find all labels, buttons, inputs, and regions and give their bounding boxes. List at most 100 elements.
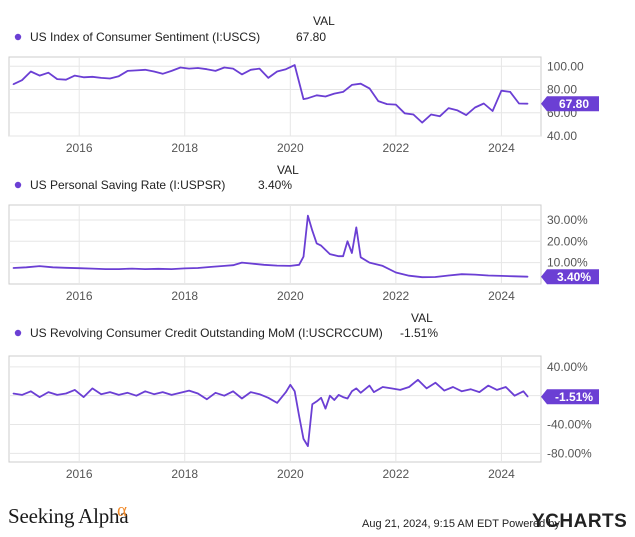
series-point xyxy=(250,262,252,265)
series-point xyxy=(197,67,199,69)
series-point xyxy=(206,68,208,70)
last-value-badge-label: 3.40% xyxy=(557,270,591,284)
series-point xyxy=(324,408,327,410)
series-point xyxy=(223,265,225,267)
series-point xyxy=(478,391,481,393)
series-point xyxy=(197,392,199,395)
series-point xyxy=(118,268,120,270)
footer-timestamp: Aug 21, 2024, 9:15 AM EDT Powered by xyxy=(362,518,560,530)
series-point xyxy=(82,76,85,78)
series-point xyxy=(500,275,503,277)
series-point xyxy=(514,395,516,397)
series-point xyxy=(267,77,269,79)
legend-series-name: US Revolving Consumer Credit Outstanding… xyxy=(30,326,383,340)
series-point xyxy=(302,438,305,440)
series-point xyxy=(12,267,14,269)
series-point xyxy=(496,389,498,391)
series-point xyxy=(373,391,375,393)
series-point xyxy=(56,78,58,80)
series-point xyxy=(448,274,450,277)
plot-area-frame xyxy=(8,355,542,463)
series-point xyxy=(47,391,50,393)
series-point xyxy=(65,392,67,395)
series-point xyxy=(223,66,225,69)
series-point xyxy=(179,66,181,69)
series-point xyxy=(395,104,397,106)
series-point xyxy=(135,69,137,71)
series-point xyxy=(109,77,111,80)
series-point xyxy=(456,109,459,112)
series-point xyxy=(131,268,133,270)
series-point xyxy=(250,391,252,393)
series-point xyxy=(302,256,305,258)
series-point xyxy=(91,268,93,270)
y-tick-label: -80.00% xyxy=(547,446,592,460)
series-point xyxy=(351,252,353,254)
series-point xyxy=(258,393,261,395)
series-point xyxy=(338,394,340,396)
series-point xyxy=(263,264,265,266)
series-point xyxy=(214,70,217,72)
series-point xyxy=(527,396,529,398)
x-tick-label: 2016 xyxy=(66,289,93,303)
series-point xyxy=(351,390,353,392)
series-point xyxy=(518,102,520,105)
series-point xyxy=(197,267,199,269)
series-point xyxy=(408,275,410,277)
y-tick-label: 20.00% xyxy=(547,234,588,248)
x-tick-label: 2022 xyxy=(383,467,410,481)
series-point xyxy=(474,274,476,276)
series-point xyxy=(258,68,261,70)
series-point xyxy=(368,262,371,264)
series-point xyxy=(316,400,318,403)
series-point xyxy=(421,276,423,278)
series-point xyxy=(91,387,93,390)
y-tick-label: 40.00% xyxy=(547,360,588,374)
x-tick-label: 2020 xyxy=(277,289,304,303)
val-column-header: VAL xyxy=(313,14,335,28)
series-point xyxy=(294,390,296,392)
series-point xyxy=(461,390,463,392)
plot-area-frame xyxy=(8,56,542,137)
series-point xyxy=(241,397,243,400)
series-point xyxy=(153,70,155,73)
series-point xyxy=(126,392,129,394)
series-point xyxy=(232,264,234,266)
last-value-badge xyxy=(541,269,599,285)
series-point xyxy=(56,394,58,396)
series-point xyxy=(311,403,313,405)
series-point xyxy=(522,390,525,392)
series-point xyxy=(100,77,102,79)
x-tick-label: 2016 xyxy=(66,467,93,481)
series-point xyxy=(298,415,300,417)
series-point xyxy=(333,92,335,95)
series-point xyxy=(461,273,463,275)
series-point xyxy=(342,91,344,93)
series-point xyxy=(360,256,362,258)
series-point xyxy=(307,97,309,99)
legend-current-value: 3.40% xyxy=(258,178,292,192)
series-point xyxy=(188,390,190,392)
series-point xyxy=(386,103,388,105)
series-point xyxy=(21,79,23,81)
alpha-mark-icon: α xyxy=(117,500,127,521)
y-tick-label: 40.00 xyxy=(547,129,577,143)
series-point xyxy=(210,266,212,268)
series-point xyxy=(170,70,173,72)
series-point xyxy=(74,74,76,77)
val-column-header: VAL xyxy=(277,163,299,177)
series-point xyxy=(351,84,353,86)
series-point xyxy=(12,83,14,85)
series-point xyxy=(360,83,362,85)
legend-marker xyxy=(14,33,22,41)
series-point xyxy=(342,255,344,257)
val-column-header: VAL xyxy=(411,311,433,325)
series-point xyxy=(276,70,278,73)
series-point xyxy=(408,386,410,388)
ycharts-logo[interactable]: YCHARTS xyxy=(532,511,628,532)
series-point xyxy=(157,268,159,270)
x-tick-label: 2020 xyxy=(277,467,304,481)
series-point xyxy=(316,242,318,245)
series-point xyxy=(333,399,335,401)
series-point xyxy=(30,70,32,73)
